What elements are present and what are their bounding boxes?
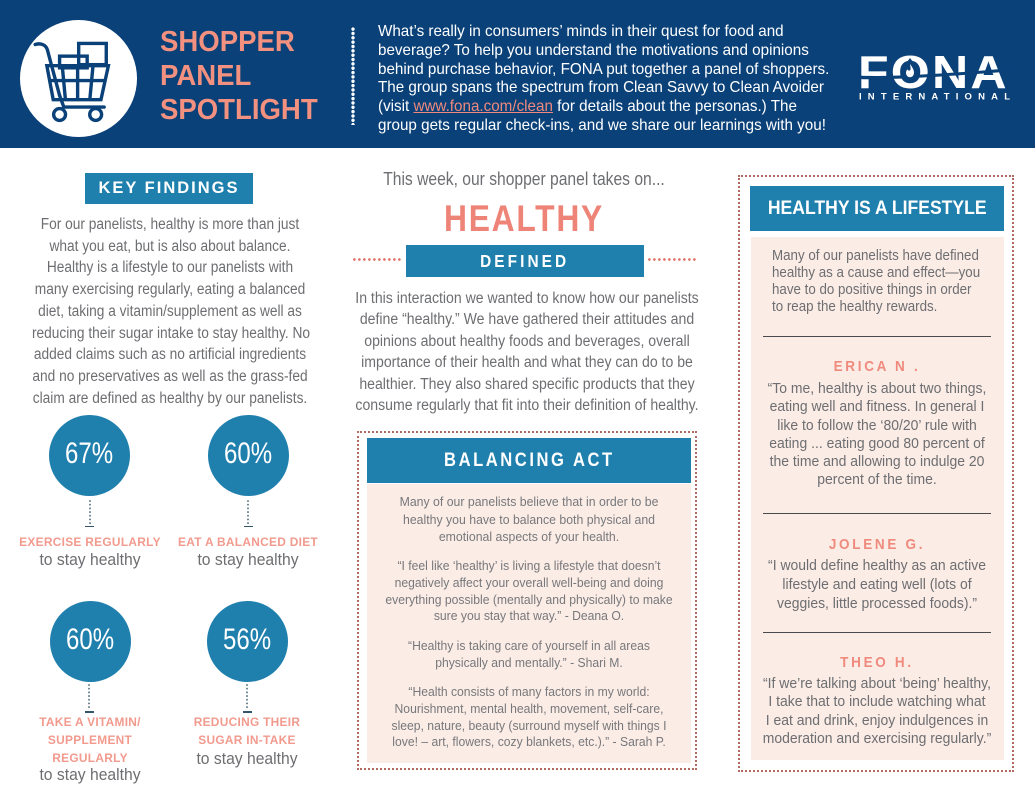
svg-text:INTERNATIONAL: INTERNATIONAL: [859, 92, 1016, 103]
